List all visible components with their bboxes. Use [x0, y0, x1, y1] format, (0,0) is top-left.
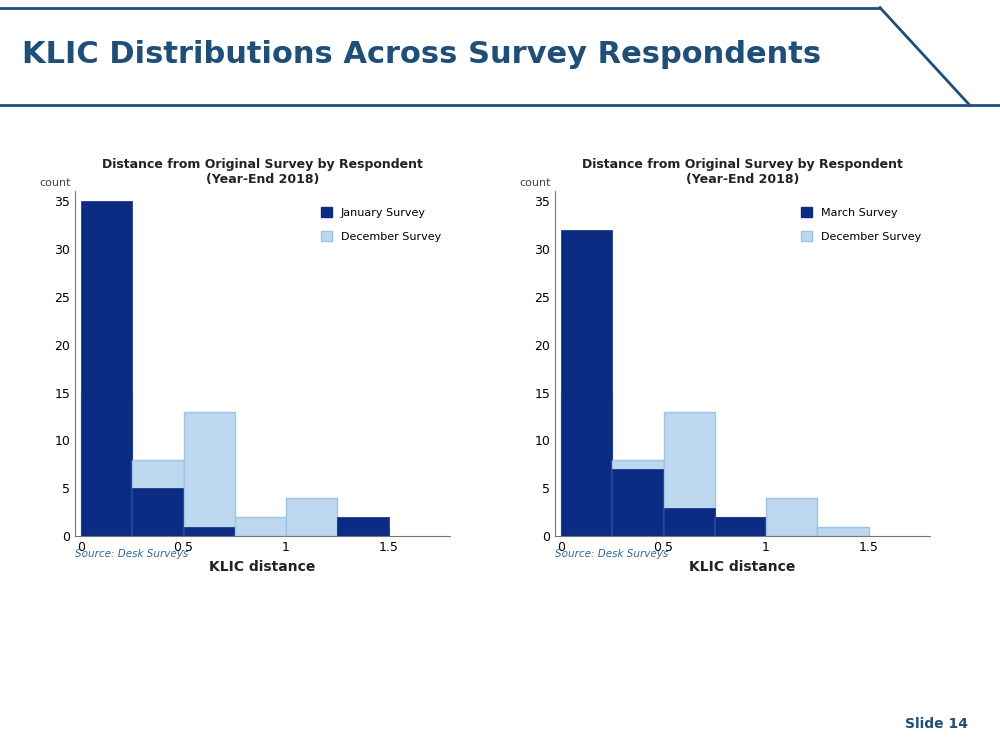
- X-axis label: KLIC distance: KLIC distance: [689, 560, 796, 574]
- Bar: [715, 517, 766, 536]
- X-axis label: KLIC distance: KLIC distance: [209, 560, 316, 574]
- Bar: [132, 488, 184, 536]
- Bar: [81, 201, 132, 536]
- Text: Slide 14: Slide 14: [905, 717, 968, 731]
- Bar: [766, 498, 817, 536]
- Bar: [184, 412, 235, 536]
- Text: count: count: [520, 178, 551, 188]
- Text: Source: Desk Surveys: Source: Desk Surveys: [75, 549, 188, 559]
- Legend: March Survey, December Survey: March Survey, December Survey: [798, 204, 924, 245]
- Bar: [612, 460, 664, 536]
- Bar: [337, 526, 389, 536]
- Bar: [286, 498, 337, 536]
- Bar: [664, 412, 715, 536]
- Title: Distance from Original Survey by Respondent
(Year-End 2018): Distance from Original Survey by Respond…: [582, 158, 903, 186]
- Bar: [561, 230, 612, 536]
- Title: Distance from Original Survey by Respondent
(Year-End 2018): Distance from Original Survey by Respond…: [102, 158, 423, 186]
- Bar: [715, 517, 766, 536]
- Bar: [132, 460, 184, 536]
- Bar: [664, 508, 715, 536]
- Bar: [337, 517, 389, 536]
- Bar: [81, 392, 132, 536]
- Legend: January Survey, December Survey: January Survey, December Survey: [318, 204, 444, 245]
- Bar: [561, 392, 612, 536]
- Bar: [184, 526, 235, 536]
- Text: Source: Desk Surveys: Source: Desk Surveys: [555, 549, 668, 559]
- Text: count: count: [40, 178, 71, 188]
- Bar: [612, 470, 664, 536]
- Text: KLIC Distributions Across Survey Respondents: KLIC Distributions Across Survey Respond…: [22, 40, 821, 69]
- Bar: [817, 526, 869, 536]
- Bar: [235, 517, 286, 536]
